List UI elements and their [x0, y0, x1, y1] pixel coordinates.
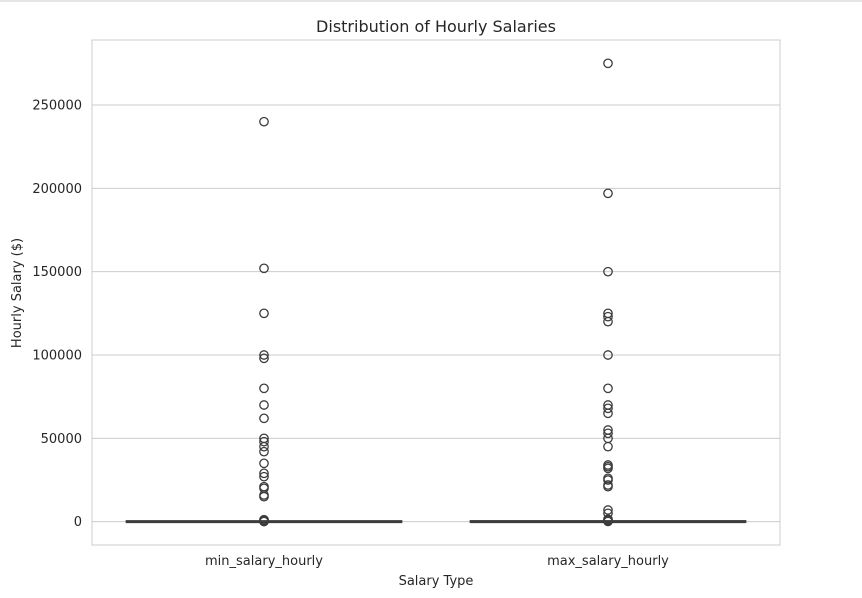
- x-tick-label: min_salary_hourly: [205, 554, 323, 569]
- outlier-point: [259, 468, 269, 479]
- boxes-layer: [125, 58, 747, 527]
- outlier-point: [603, 188, 613, 199]
- outlier-point: [259, 400, 269, 410]
- y-axis-label: Hourly Salary ($): [10, 238, 25, 348]
- outlier-point: [603, 475, 613, 485]
- outlier-point: [259, 516, 269, 527]
- outlier-point: [603, 58, 613, 69]
- y-tick-labels: 0 50000 100000 150000 200000 250000: [32, 99, 82, 531]
- outlier-point: [603, 408, 613, 419]
- grid-lines: [92, 104, 780, 523]
- y-tick-label: 150000: [32, 265, 82, 280]
- window-top-edge: [0, 0, 862, 2]
- outlier-point: [259, 441, 269, 452]
- box-max_salary_hourly: [469, 58, 747, 527]
- outlier-point: [259, 263, 269, 274]
- outlier-point: [603, 350, 613, 360]
- outlier-point: [259, 491, 269, 502]
- outlier-point: [603, 316, 613, 327]
- x-axis-label: Salary Type: [399, 574, 474, 589]
- y-tick-label: 200000: [32, 182, 82, 197]
- outlier-point: [603, 266, 613, 277]
- box-min_salary_hourly: [125, 116, 403, 527]
- outlier-point: [259, 413, 269, 424]
- chart-title: Distribution of Hourly Salaries: [316, 17, 556, 36]
- outlier-point: [259, 353, 269, 364]
- outlier-point: [603, 383, 613, 394]
- x-tick-labels: min_salary_hourly max_salary_hourly: [205, 554, 669, 569]
- outlier-point: [259, 308, 269, 319]
- y-tick-label: 250000: [32, 99, 82, 114]
- outlier-point: [259, 458, 269, 469]
- plot-area-frame: [91, 39, 781, 546]
- outlier-point: [603, 481, 613, 492]
- outlier-point: [603, 428, 613, 439]
- outlier-point: [259, 350, 269, 360]
- outlier-point: [603, 441, 613, 452]
- outlier-point: [259, 436, 269, 447]
- outlier-point: [603, 403, 613, 414]
- outlier-point: [603, 505, 613, 515]
- outlier-point: [259, 116, 269, 127]
- outlier-point: [603, 311, 613, 322]
- outlier-point: [603, 516, 613, 527]
- outlier-point: [259, 383, 269, 394]
- outlier-point: [259, 446, 269, 457]
- outlier-point: [259, 471, 269, 482]
- x-tick-label: max_salary_hourly: [547, 554, 669, 569]
- y-tick-label: 50000: [41, 432, 82, 447]
- y-tick-label: 100000: [32, 349, 82, 364]
- outlier-point: [603, 463, 613, 474]
- y-tick-label: 0: [74, 515, 82, 530]
